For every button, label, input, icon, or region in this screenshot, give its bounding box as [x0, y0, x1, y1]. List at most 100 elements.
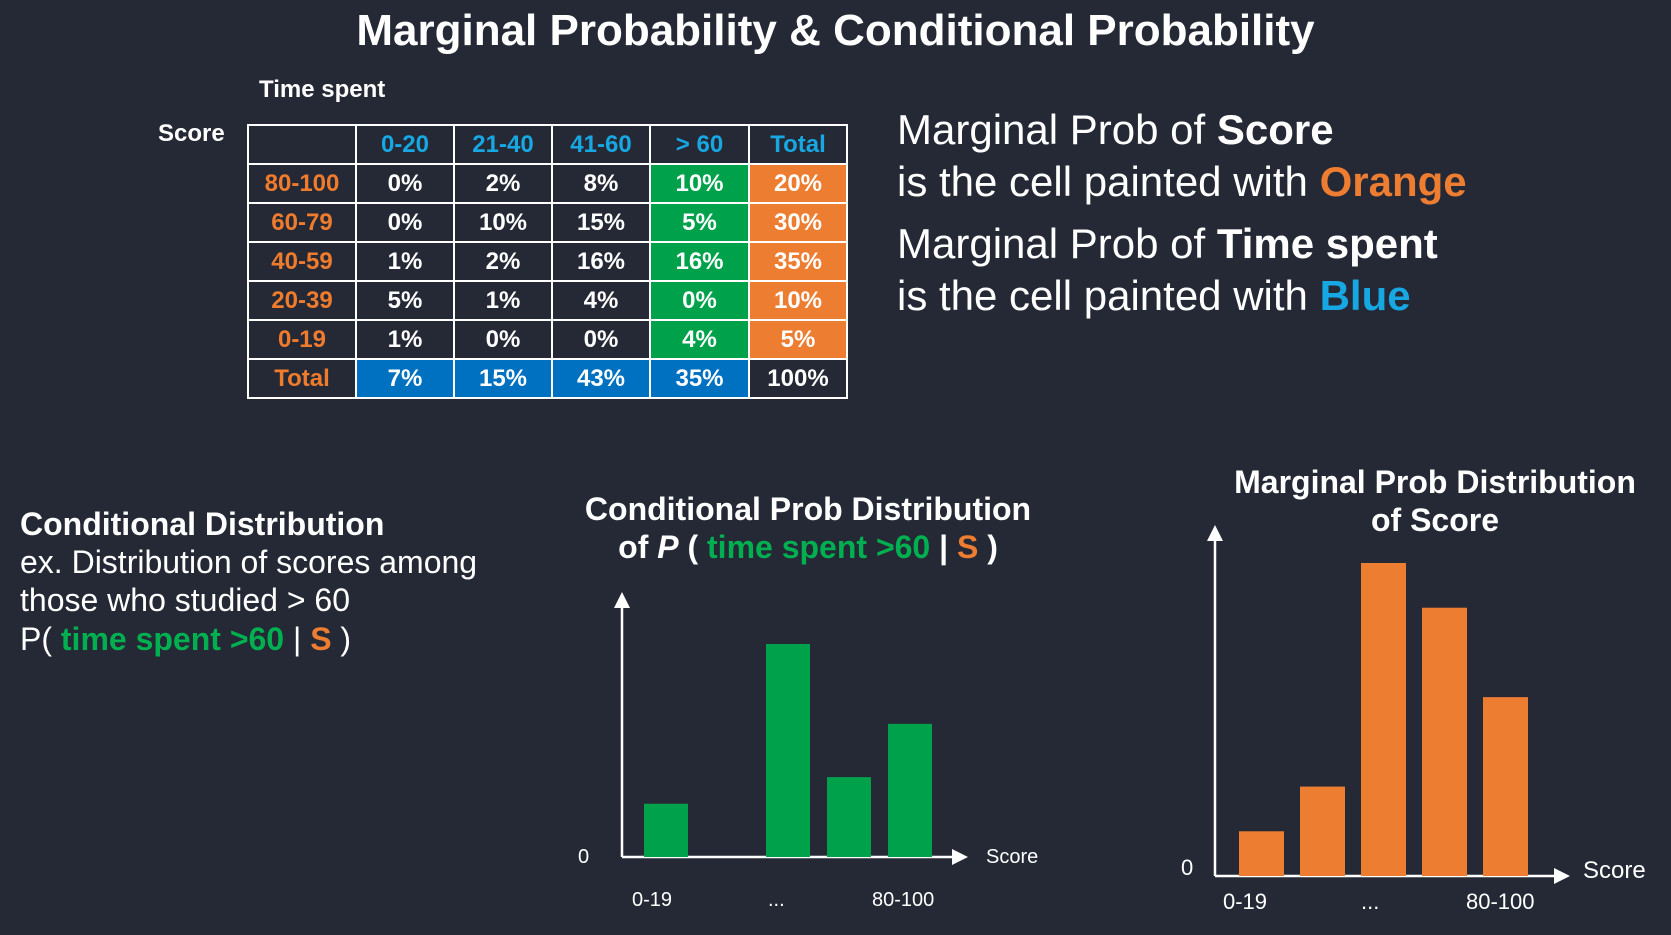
table-cell: 2% [453, 241, 553, 282]
marginal-chart-tick-label: 80-100 [1466, 889, 1535, 914]
conditional-chart-x-label: Score [986, 846, 1039, 868]
table-header-cell: Total [748, 124, 848, 165]
marginal-score-line: Marginal Prob of Score [897, 104, 1334, 156]
table-cell-conditional: 5% [649, 202, 750, 243]
table-cell-conditional: 0% [649, 280, 750, 321]
table-cell-marginal-time: 43% [551, 358, 651, 399]
table-total-row: Total 7% 15% 43% 35% 100% [247, 358, 848, 399]
text-blue: Blue [1319, 272, 1411, 319]
conditional-chart-title-line1: Conditional Prob Distribution [584, 491, 1032, 527]
conditional-chart-tick-label: ... [768, 889, 785, 911]
table-row: 20-39 5% 1% 4% 0% 10% [247, 280, 848, 321]
table-cell: 5% [355, 280, 455, 321]
table-cell-conditional: 4% [649, 319, 750, 360]
text-green: time spent >60 [707, 529, 931, 565]
conditional-chart-tick-label: 80-100 [872, 889, 935, 911]
conditional-formula: P( time spent >60 | S ) [20, 620, 351, 658]
conditional-chart-tick-label: 0-19 [632, 889, 673, 911]
table-header-cell: 21-40 [453, 124, 553, 165]
table-cell: 0% [355, 163, 455, 204]
text-orange: Orange [1319, 158, 1467, 205]
text: | [930, 529, 957, 565]
text-time-spent: Time spent [1216, 220, 1438, 267]
marginal-chart-title-line2: of Score [1370, 502, 1500, 538]
table-cell-marginal-score: 10% [748, 280, 848, 321]
marginal-distribution-chart [1207, 525, 1570, 884]
text: Marginal Prob of [897, 220, 1217, 267]
conditional-chart-zero-label: 0 [578, 846, 590, 868]
marginal-chart-tick-label: ... [1361, 889, 1380, 914]
x-axis-arrow-icon [952, 849, 968, 865]
chart-bar [888, 723, 932, 857]
chart-bar [1422, 607, 1467, 876]
conditional-example-line1: ex. Distribution of scores among [20, 544, 478, 580]
marginal-time-color-line: is the cell painted with Blue [897, 270, 1411, 322]
text: | [284, 621, 311, 657]
marginal-time-line: Marginal Prob of Time spent [897, 218, 1438, 270]
table-cell: 2% [453, 163, 553, 204]
table-cell: 0% [453, 319, 553, 360]
table-row-label: 20-39 [247, 280, 357, 321]
joint-probability-table: 0-20 21-40 41-60 > 60 Total 80-100 0% 2%… [247, 124, 848, 399]
table-header-row: 0-20 21-40 41-60 > 60 Total [247, 124, 848, 165]
chart-bar [1361, 563, 1406, 876]
table-cell: 10% [453, 202, 553, 243]
text: ) [331, 621, 352, 657]
table-cell: 15% [551, 202, 651, 243]
table-row: 0-19 1% 0% 0% 4% 5% [247, 319, 848, 360]
marginal-chart-tick-label: 0-19 [1223, 889, 1268, 914]
text: ( [678, 529, 708, 565]
table-column-axis-label: Time spent [259, 76, 386, 103]
table-cell-marginal-score: 5% [748, 319, 848, 360]
chart-bar [1483, 697, 1528, 876]
table-cell: 16% [551, 241, 651, 282]
table-cell: 1% [453, 280, 553, 321]
table-corner-cell [247, 124, 357, 165]
table-cell-marginal-score: 35% [748, 241, 848, 282]
table-row-label: Total [247, 358, 357, 399]
table-row-label: 60-79 [247, 202, 357, 243]
marginal-chart-x-label: Score [1583, 857, 1646, 884]
table-cell-grand-total: 100% [748, 358, 848, 399]
conditional-chart-title-line2: of P ( time spent >60 | S ) [548, 528, 1068, 566]
table-row-label: 40-59 [247, 241, 357, 282]
marginal-chart-zero-label: 0 [1181, 855, 1194, 880]
table-cell-marginal-score: 30% [748, 202, 848, 243]
text-orange: S [310, 621, 332, 657]
table-cell: 4% [551, 280, 651, 321]
y-axis-arrow-icon [614, 592, 630, 608]
table-cell: 8% [551, 163, 651, 204]
table-row-label: 80-100 [247, 163, 357, 204]
table-cell: 1% [355, 319, 455, 360]
conditional-heading: Conditional Distribution [20, 506, 385, 542]
text-green: time spent >60 [60, 621, 285, 657]
conditional-distribution-chart [614, 592, 968, 865]
table-header-cell: 0-20 [355, 124, 455, 165]
chart-bar [1300, 786, 1345, 876]
table-cell-conditional: 10% [649, 163, 750, 204]
chart-bar [644, 803, 688, 857]
table-cell-marginal-score: 20% [748, 163, 848, 204]
table-row-axis-label: Score [158, 120, 225, 147]
text: ) [978, 529, 998, 565]
x-axis-arrow-icon [1554, 868, 1570, 884]
text-p: P [657, 529, 679, 565]
chart-bar [1239, 831, 1284, 876]
table-cell-conditional: 16% [649, 241, 750, 282]
table-row-label: 0-19 [247, 319, 357, 360]
text-orange: S [956, 529, 979, 565]
text: is the cell painted with [897, 158, 1320, 205]
conditional-example-line2: those who studied > 60 [20, 582, 351, 618]
page-title: Marginal Probability & Conditional Proba… [356, 6, 1315, 55]
table-header-cell: 41-60 [551, 124, 651, 165]
y-axis-arrow-icon [1207, 525, 1223, 541]
table-cell-marginal-time: 35% [649, 358, 750, 399]
text: Marginal Prob of [897, 106, 1217, 153]
chart-bar [766, 644, 810, 857]
marginal-chart-title-line1: Marginal Prob Distribution [1234, 464, 1636, 500]
text: is the cell painted with [897, 272, 1320, 319]
table-cell-marginal-time: 7% [355, 358, 455, 399]
chart-bar [827, 777, 871, 857]
table-row: 40-59 1% 2% 16% 16% 35% [247, 241, 848, 282]
